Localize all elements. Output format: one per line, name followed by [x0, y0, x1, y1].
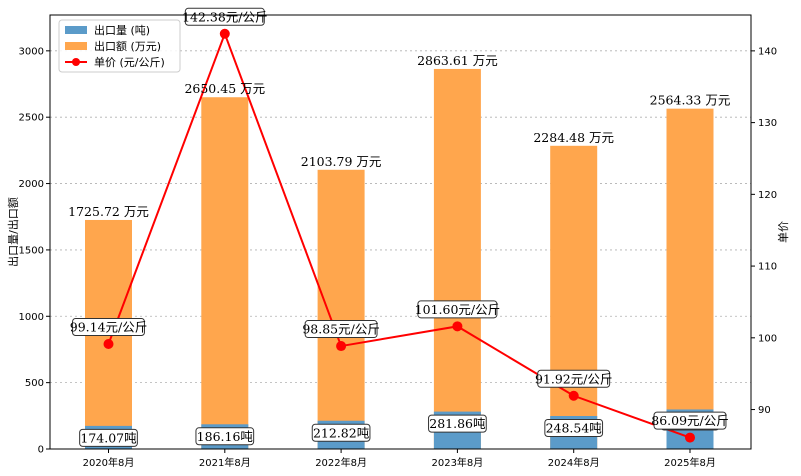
y-tick-label: 500: [25, 378, 44, 389]
volume-label: 186.16吨: [195, 427, 255, 446]
volume-label-text: 281.86吨: [429, 416, 486, 431]
price-line: [103, 28, 695, 443]
legend-label: 单价 (元/公斤): [94, 56, 165, 69]
axes: 0 500 1000 1500 2000 2500 3000 90 100 110 120 130 14…: [6, 46, 790, 469]
y2-tick-label: 140: [758, 46, 777, 57]
x-tick-label: 2021年8月: [199, 456, 251, 469]
x-tick-label: 2024年8月: [548, 456, 600, 469]
volume-label-box: [311, 423, 371, 442]
price-label-text: 142.38元/公斤: [182, 9, 267, 24]
legend-swatch: [65, 42, 87, 50]
amount-bar: [550, 145, 598, 449]
price-point: [103, 338, 114, 349]
price-label-text: 86.09元/公斤: [651, 413, 729, 428]
y-tick-label: 0: [38, 445, 44, 456]
price-label-text: 101.60元/公斤: [415, 302, 500, 317]
y-axis-title: 出口量/出口额: [6, 197, 20, 267]
price-label-box: [184, 7, 265, 26]
price-label-text: 98.85元/公斤: [302, 322, 380, 337]
price-label: 86.09元/公斤: [651, 411, 729, 430]
volume-label-text: 212.82吨: [313, 425, 370, 440]
y2-tick-label: 120: [758, 190, 777, 201]
legend-label: 出口量 (吨): [94, 23, 150, 37]
bars: [85, 68, 714, 450]
amount-label: 2564.33 万元: [650, 93, 731, 108]
x-tick-label: 2020年8月: [83, 456, 135, 469]
x-tick-label: 2022年8月: [315, 456, 367, 469]
y2-tick-label: 90: [758, 405, 771, 416]
y2-tick-label: 110: [758, 262, 777, 273]
price-label-text: 91.92元/公斤: [535, 371, 613, 386]
plot-frame: [49, 14, 752, 450]
price-label-box: [72, 317, 145, 336]
volume-label: 281.86吨: [428, 414, 487, 433]
price-label-text: 99.14元/公斤: [70, 319, 148, 334]
volume-label-box: [195, 427, 255, 446]
price-label-box: [304, 320, 378, 339]
volume-label: 212.82吨: [311, 423, 371, 442]
legend-label: 出口额 (万元): [94, 39, 161, 53]
y2-tick-label: 100: [758, 333, 777, 344]
volume-label-box: [544, 419, 604, 438]
y-tick-label: 3000: [19, 46, 44, 57]
y-tick-label: 2000: [19, 179, 44, 190]
amount-label: 2284.48 万元: [533, 130, 614, 145]
amount-label: 1725.72 万元: [68, 204, 149, 219]
volume-label-text: 248.54吨: [546, 421, 603, 436]
price-label-box: [417, 300, 498, 319]
volume-label-text: 174.07吨: [80, 430, 137, 445]
price-point: [219, 28, 230, 39]
price-point: [452, 321, 463, 332]
amount-label: 2650.45 万元: [184, 81, 265, 96]
legend: 出口量 (吨) 出口额 (万元) 单价 (元/公斤): [58, 19, 181, 73]
volume-label: 174.07吨: [79, 428, 138, 447]
amount-bar: [317, 169, 365, 450]
price-point: [568, 390, 579, 401]
price-label: 99.14元/公斤: [70, 317, 148, 336]
price-label-box: [653, 411, 727, 430]
price-line-path: [107, 30, 691, 439]
volume-label-box: [79, 428, 138, 447]
volume-label: 248.54吨: [544, 419, 604, 438]
price-label: 101.60元/公斤: [415, 300, 500, 319]
price-label-box: [537, 369, 611, 388]
price-label: 98.85元/公斤: [302, 320, 380, 339]
price-label: 142.38元/公斤: [182, 7, 268, 26]
volume-label-box: [428, 414, 487, 433]
y2-axis-title: 单价: [777, 221, 790, 243]
y-tick-label: 1000: [19, 312, 44, 323]
price-point: [685, 432, 695, 443]
y2-tick-label: 130: [758, 118, 777, 129]
amount-label: 2103.79 万元: [301, 154, 382, 169]
amount-bar: [201, 97, 249, 450]
x-tick-label: 2023年8月: [431, 456, 483, 469]
amount-label: 2863.61 万元: [417, 53, 498, 68]
y-tick-label: 1500: [19, 245, 44, 256]
legend-box: [58, 19, 181, 73]
price-point: [336, 341, 347, 352]
y-tick-label: 2500: [19, 113, 44, 124]
amount-bar: [433, 68, 481, 450]
legend-swatch: [65, 26, 87, 34]
legend-marker: [72, 58, 80, 66]
volume-label-text: 186.16吨: [197, 429, 254, 444]
data-labels: 1725.72 万元 2650.45 万元 2103.79 万元 2863.61 万元…: [68, 7, 731, 447]
x-tick-label: 2025年8月: [664, 456, 716, 469]
price-label: 91.92元/公斤: [535, 369, 613, 388]
amount-bar: [666, 108, 714, 450]
